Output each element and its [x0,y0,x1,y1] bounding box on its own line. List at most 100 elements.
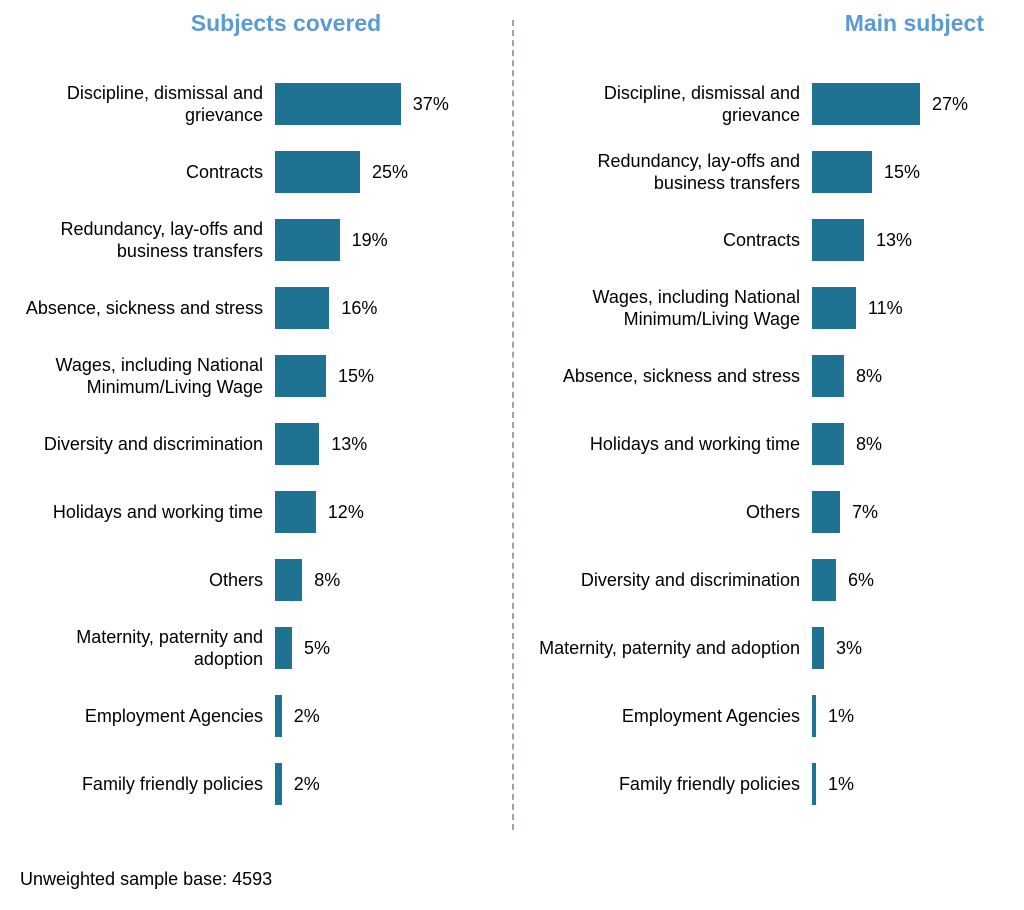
right-row-label: Maternity, paternity and adoption [522,637,812,660]
right-row: Absence, sickness and stress 8% [522,342,1014,410]
charts-row: Discipline, dismissal and grievance 37% Co… [0,70,1024,818]
left-value-label: 19% [340,230,388,251]
right-row-label: Discipline, dismissal and grievance [522,82,812,127]
left-row-label: Diversity and discrimination [10,433,275,456]
right-row-label: Contracts [522,229,812,252]
right-row-label: Family friendly policies [522,773,812,796]
right-bar [812,287,856,329]
right-bar [812,219,864,261]
right-row-label: Others [522,501,812,524]
right-bar-area: 13% [812,219,912,261]
right-row: Diversity and discrimination 6% [522,546,1014,614]
left-row: Others8% [10,546,502,614]
left-row: Contracts 25% [10,138,502,206]
right-row: Family friendly policies1% [522,750,1014,818]
left-bar-area: 16% [275,287,377,329]
left-bar-area: 5% [275,627,330,669]
right-bar-area: 8% [812,423,882,465]
left-row: Family friendly policies2% [10,750,502,818]
left-value-label: 2% [282,706,320,727]
left-panel: Discipline, dismissal and grievance 37% Co… [0,70,512,818]
left-bar [275,151,360,193]
left-bar-area: 15% [275,355,374,397]
right-bar-area: 1% [812,695,854,737]
right-row: Discipline, dismissal and grievance 27% [522,70,1014,138]
right-row: Contracts 13% [522,206,1014,274]
left-value-label: 25% [360,162,408,183]
left-bar [275,491,316,533]
right-bar-area: 15% [812,151,920,193]
left-bar-area: 8% [275,559,340,601]
right-row: Wages, including National Minimum/Living… [522,274,1014,342]
left-row-label: Holidays and working time [10,501,275,524]
left-row: Diversity and discrimination13% [10,410,502,478]
right-bar [812,627,824,669]
left-row-label: Contracts [10,161,275,184]
left-row: Discipline, dismissal and grievance 37% [10,70,502,138]
left-bar [275,355,326,397]
left-bar [275,287,329,329]
left-row: Redundancy, lay-offs and business transf… [10,206,502,274]
right-bar [812,151,872,193]
left-bar-area: 12% [275,491,364,533]
left-bar [275,559,302,601]
right-value-label: 27% [920,94,968,115]
right-bar-area: 27% [812,83,968,125]
left-bar [275,763,282,805]
left-row-label: Maternity, paternity and adoption [10,626,275,671]
left-bar-area: 25% [275,151,408,193]
left-bar-area: 2% [275,763,320,805]
right-value-label: 7% [840,502,878,523]
left-value-label: 37% [401,94,449,115]
right-rows: Discipline, dismissal and grievance 27% Re… [512,70,1024,818]
right-row-label: Employment Agencies [522,705,812,728]
right-row-label: Redundancy, lay-offs and business transf… [522,150,812,195]
left-bar [275,627,292,669]
right-row: Redundancy, lay-offs and business transf… [522,138,1014,206]
left-bar [275,83,401,125]
right-bar [812,559,836,601]
right-value-label: 1% [816,774,854,795]
right-bar-area: 8% [812,355,882,397]
left-bar [275,423,319,465]
left-row-label: Discipline, dismissal and grievance [10,82,275,127]
right-row: Employment Agencies1% [522,682,1014,750]
left-row-label: Absence, sickness and stress [10,297,275,320]
right-value-label: 11% [856,298,903,319]
left-bar-area: 19% [275,219,388,261]
left-row: Maternity, paternity and adoption 5% [10,614,502,682]
right-row: Maternity, paternity and adoption 3% [522,614,1014,682]
left-row-label: Family friendly policies [10,773,275,796]
left-bar-area: 13% [275,423,367,465]
left-value-label: 16% [329,298,377,319]
right-value-label: 3% [824,638,862,659]
chart-container: Subjects covered Main subject Discipline… [0,0,1024,910]
right-bar [812,491,840,533]
left-row: Absence, sickness and stress 16% [10,274,502,342]
right-bar-area: 6% [812,559,874,601]
right-row: Others 7% [522,478,1014,546]
right-bar-area: 3% [812,627,862,669]
right-panel: Discipline, dismissal and grievance 27% Re… [512,70,1024,818]
footer-note: Unweighted sample base: 4593 [20,869,272,890]
left-rows: Discipline, dismissal and grievance 37% Co… [0,70,512,818]
right-value-label: 13% [864,230,912,251]
right-value-label: 8% [844,366,882,387]
right-row-label: Wages, including National Minimum/Living… [522,286,812,331]
right-row-label: Diversity and discrimination [522,569,812,592]
left-row-label: Redundancy, lay-offs and business transf… [10,218,275,263]
right-bar [812,355,844,397]
left-row-label: Wages, including National Minimum/Living… [10,354,275,399]
right-row-label: Holidays and working time [522,433,812,456]
left-row: Holidays and working time 12% [10,478,502,546]
left-value-label: 12% [316,502,364,523]
left-value-label: 5% [292,638,330,659]
right-bar [812,423,844,465]
left-value-label: 15% [326,366,374,387]
right-value-label: 1% [816,706,854,727]
left-value-label: 8% [302,570,340,591]
right-value-label: 6% [836,570,874,591]
left-row: Wages, including National Minimum/Living… [10,342,502,410]
right-row-label: Absence, sickness and stress [522,365,812,388]
right-bar-area: 1% [812,763,854,805]
